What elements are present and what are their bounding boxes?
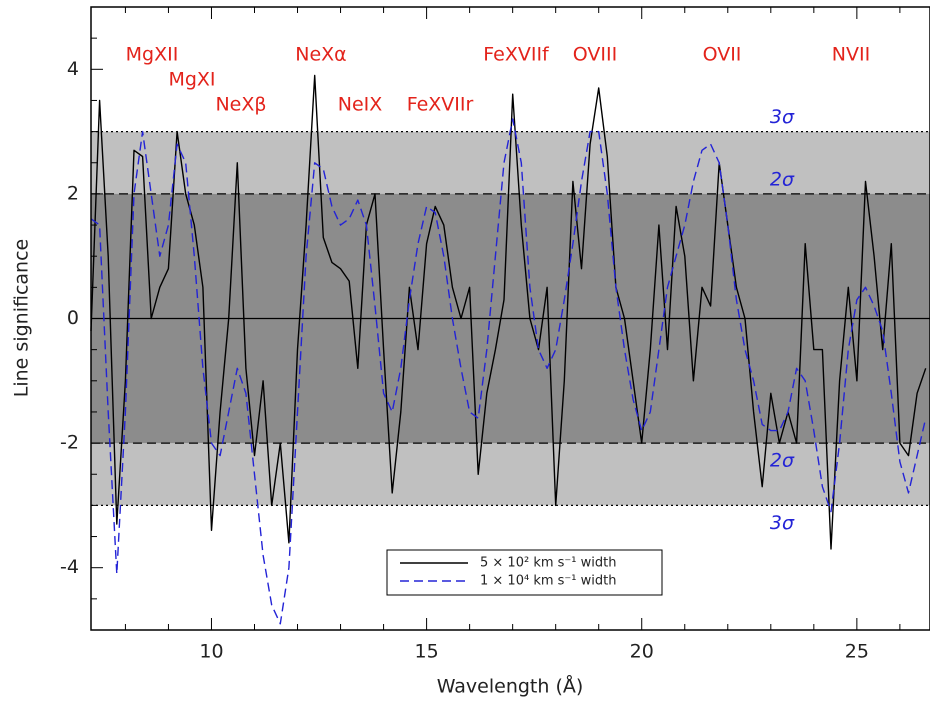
y-tick-label: 2	[67, 182, 79, 204]
line-label: NVII	[832, 44, 870, 66]
x-tick-label: 10	[199, 641, 223, 663]
x-tick-label: 20	[630, 641, 654, 663]
sigma-label: 3σ	[770, 512, 795, 534]
line-label: FeXVIIf	[483, 44, 550, 66]
y-tick-label: 4	[67, 58, 79, 80]
x-tick-label: 15	[415, 641, 439, 663]
sigma-label: 3σ	[770, 106, 795, 128]
line-label: OVIII	[573, 44, 617, 66]
x-tick-label: 25	[845, 641, 869, 663]
line-label: NeXα	[295, 44, 346, 66]
y-axis-label: Line significance	[11, 239, 33, 397]
y-tick-label: -2	[60, 432, 79, 454]
data-line	[90, 118, 927, 625]
line-label: NeXβ	[215, 94, 266, 116]
line-label: NeIX	[338, 94, 383, 116]
sigma-label: 2σ	[770, 450, 795, 472]
x-axis-label: Wavelength (Å)	[437, 675, 584, 698]
line-label: OVII	[703, 44, 742, 66]
line-label: MgXI	[168, 69, 215, 91]
y-tick-label: 0	[67, 307, 79, 329]
legend-label: 5 × 10² km s⁻¹ width	[480, 556, 616, 571]
line-label: FeXVIIr	[407, 94, 474, 116]
y-tick-label: -4	[60, 556, 79, 578]
legend-label: 1 × 10⁴ km s⁻¹ width	[480, 574, 616, 589]
line-label: MgXII	[126, 44, 179, 66]
data-line	[90, 74, 927, 550]
legend-box	[386, 549, 663, 596]
sigma-label: 2σ	[770, 168, 795, 190]
